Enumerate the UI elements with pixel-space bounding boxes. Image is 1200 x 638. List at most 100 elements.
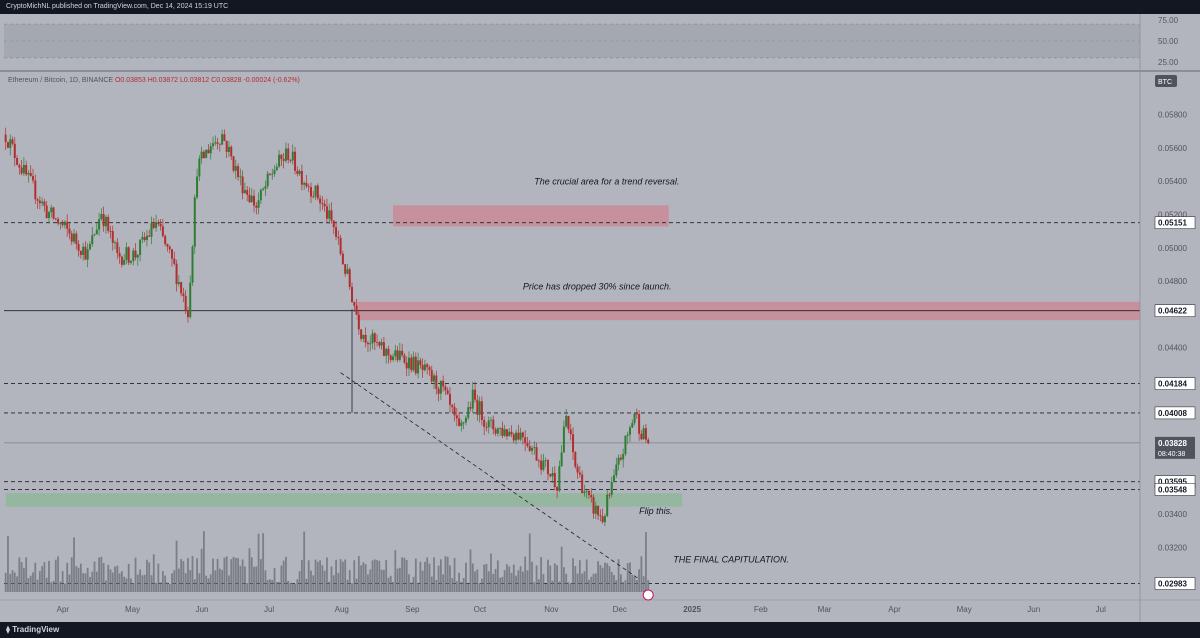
candle-body — [512, 434, 515, 441]
volume-bar — [417, 582, 419, 592]
candle-body — [102, 214, 105, 227]
volume-bar — [127, 563, 130, 592]
volume-bar — [524, 556, 527, 592]
volume-bar — [640, 556, 643, 592]
zone-3 — [5, 493, 683, 507]
countdown-label: 08:40:38 — [1158, 451, 1185, 458]
volume-bar — [592, 573, 595, 592]
candle-body — [369, 343, 372, 345]
candle-body — [289, 159, 292, 161]
volume-bar — [310, 570, 312, 592]
candle-body — [392, 356, 395, 360]
candle-body — [426, 364, 429, 368]
candle-body — [20, 167, 23, 174]
candle-body — [344, 264, 347, 274]
candle-body — [474, 389, 477, 400]
candle-body — [323, 203, 326, 207]
volume-bar — [68, 574, 71, 592]
candle-body — [439, 380, 442, 394]
volume-bar — [362, 562, 365, 592]
volume-bar — [303, 531, 306, 592]
volume-bar — [394, 550, 397, 592]
volume-bar — [503, 570, 506, 592]
candle-body — [303, 182, 306, 185]
publish-header: CryptoMichNL published on TradingView.co… — [0, 0, 1200, 14]
level-label: 0.04008 — [1158, 409, 1187, 418]
candle-body — [437, 388, 440, 394]
volume-bar — [100, 556, 103, 592]
volume-bar — [551, 580, 554, 592]
candle-body — [29, 173, 32, 177]
volume-bar — [451, 578, 454, 592]
candle-body — [307, 186, 310, 188]
price-tick-label: 0.04800 — [1158, 277, 1187, 286]
volume-bar — [230, 559, 233, 592]
volume-bar — [59, 581, 62, 592]
time-tick-label: Nov — [544, 605, 558, 614]
candle-body — [446, 390, 449, 394]
candle-body — [73, 233, 76, 242]
candle-body — [68, 228, 71, 234]
volume-bar — [387, 577, 390, 592]
volume-bar — [569, 583, 572, 592]
candle-body — [316, 185, 319, 199]
volume-bar — [638, 569, 641, 592]
panel-separator — [0, 70, 1200, 72]
candle-body — [389, 355, 392, 360]
volume-bar — [159, 582, 162, 592]
candle-body — [412, 356, 415, 371]
volume-bar — [246, 583, 249, 592]
candle-body — [599, 515, 602, 517]
volume-bar — [624, 580, 627, 592]
volume-bar — [171, 573, 173, 592]
volume-bar — [544, 583, 547, 592]
volume-bar — [168, 583, 171, 592]
volume-bar — [105, 580, 107, 592]
volume-bar — [269, 579, 271, 592]
candle-body — [111, 231, 114, 243]
candle-body — [98, 219, 101, 230]
candle-body — [205, 149, 208, 159]
time-tick-label: Feb — [754, 605, 768, 614]
volume-bar — [196, 558, 198, 592]
time-tick-label: Apr — [57, 605, 70, 614]
candle-body — [50, 207, 53, 213]
ohlc-change: -0.00024 (-0.62%) — [243, 77, 299, 84]
volume-bar — [521, 571, 524, 592]
volume-bar — [610, 572, 613, 592]
volume-bar — [34, 562, 37, 592]
candle-body — [273, 170, 276, 174]
candle-body — [104, 216, 107, 227]
candle-body — [558, 466, 561, 491]
volume-bar — [95, 571, 98, 592]
candle-body — [346, 269, 349, 274]
volume-bar — [421, 570, 424, 592]
candle-body — [357, 314, 360, 330]
candle-body — [405, 362, 408, 369]
candle-body — [116, 242, 119, 253]
candle-body — [337, 236, 340, 238]
trendline — [340, 372, 640, 580]
volume-bar — [316, 561, 319, 592]
volume-bar — [187, 557, 189, 592]
candle-body — [619, 457, 622, 460]
candle-body — [394, 350, 397, 357]
volume-bar — [547, 559, 549, 592]
candle-body — [246, 190, 249, 195]
candle-body — [403, 355, 406, 363]
candle-body — [542, 460, 545, 470]
candle-body — [601, 516, 604, 523]
volume-bar — [275, 582, 278, 592]
candle-body — [549, 474, 552, 477]
candle-body — [41, 201, 44, 204]
candle-body — [430, 370, 433, 382]
candle-body — [574, 452, 577, 467]
volume-bar — [234, 557, 237, 592]
candle-body — [232, 156, 235, 171]
volume-bar — [107, 564, 110, 592]
candle-body — [32, 176, 35, 181]
candle-body — [280, 154, 283, 160]
candle-body — [535, 447, 538, 461]
volume-bar — [212, 558, 214, 592]
candle-body — [451, 404, 454, 408]
